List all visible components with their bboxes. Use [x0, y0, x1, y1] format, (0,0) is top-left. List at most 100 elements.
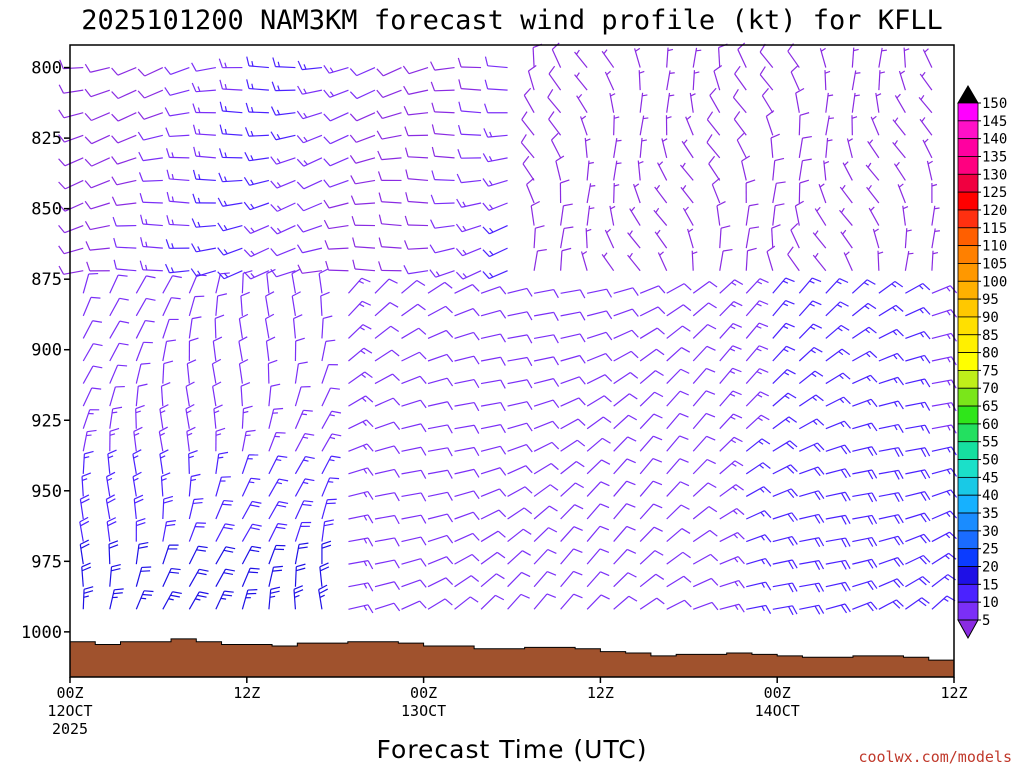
barb-flag	[297, 85, 303, 95]
barb-flag	[814, 515, 821, 524]
barb-staff	[374, 421, 395, 430]
wind-barb	[219, 124, 243, 136]
colorbar-segment	[957, 441, 979, 460]
colorbar-segment	[957, 227, 979, 247]
barb-flag	[473, 469, 480, 478]
colorbar-segment	[957, 423, 979, 443]
barb-flag	[499, 310, 507, 319]
colorbar-segment	[957, 583, 979, 603]
barb-flag	[350, 175, 356, 185]
barb-flag	[551, 42, 560, 50]
colorbar-segment	[957, 601, 979, 621]
barb-flag	[296, 135, 304, 144]
barb-flag	[791, 582, 798, 592]
barb-flag	[393, 469, 400, 478]
barb-staff	[812, 254, 827, 272]
wind-barb	[507, 356, 533, 367]
wind-barb	[348, 277, 371, 294]
barb-staff	[560, 205, 565, 226]
wind-barb	[586, 571, 610, 588]
colorbar-label: 65	[982, 399, 999, 415]
wind-barb	[666, 390, 689, 407]
barb-staff	[692, 529, 711, 543]
barb-staff	[852, 601, 872, 610]
barb-flag	[270, 131, 277, 141]
barb-flag	[867, 515, 874, 525]
wind-barb	[323, 134, 349, 145]
wind-barb	[687, 228, 694, 249]
barb-staff	[348, 277, 363, 294]
barb-flag	[576, 439, 586, 447]
barb-staff	[321, 410, 333, 430]
barb-flag	[365, 395, 374, 403]
wind-barb	[454, 532, 480, 543]
barb-flag	[787, 537, 794, 546]
y-tick-label: 875	[31, 270, 62, 290]
barb-staff	[162, 275, 174, 294]
barb-flag	[521, 111, 528, 120]
barb-staff	[81, 566, 84, 587]
wind-barb	[507, 486, 533, 497]
barb-staff	[215, 523, 226, 542]
wind-barb	[427, 469, 453, 479]
credit-text[interactable]: coolwx.com/models	[858, 748, 1012, 766]
barb-flag	[524, 486, 533, 494]
barb-flag	[471, 554, 480, 562]
barb-flag	[165, 263, 170, 273]
barb-flag	[351, 216, 356, 226]
barb-staff	[195, 178, 216, 182]
wind-barb	[374, 514, 400, 525]
barb-staff	[520, 142, 535, 159]
barb-flag	[705, 390, 716, 395]
colorbar-label: 95	[982, 292, 999, 308]
barb-staff	[629, 208, 641, 226]
barb-staff	[692, 577, 712, 588]
wind-barb	[348, 395, 374, 407]
wind-barb	[374, 325, 400, 339]
barb-staff	[275, 112, 296, 116]
colorbar-segment	[957, 298, 979, 318]
barb-staff	[170, 67, 190, 76]
barb-half-flag	[729, 370, 736, 374]
barb-staff	[772, 582, 793, 588]
barb-staff	[82, 320, 94, 339]
wind-barb	[482, 202, 508, 211]
wind-barb	[454, 468, 480, 478]
barb-staff	[533, 571, 548, 588]
barb-half-flag	[867, 423, 872, 429]
barb-staff	[839, 209, 853, 226]
barb-flag	[377, 150, 383, 160]
barb-staff	[772, 535, 793, 543]
wind-barb	[243, 247, 270, 258]
wind-barb	[270, 247, 296, 257]
barb-half-flag	[854, 94, 860, 97]
wind-barb	[772, 416, 797, 430]
wind-barb	[456, 173, 482, 184]
barb-half-flag	[188, 455, 194, 459]
barb-staff	[195, 89, 216, 93]
barb-half-flag	[197, 86, 201, 92]
barb-staff	[639, 550, 656, 565]
wind-barb	[264, 313, 275, 339]
barb-flag	[304, 478, 315, 482]
wind-barb	[533, 225, 545, 249]
barb-flag	[898, 447, 904, 457]
barb-flag	[243, 405, 253, 410]
barb-staff	[82, 453, 85, 474]
wind-barb	[692, 482, 717, 497]
wind-barb	[745, 486, 772, 497]
barb-half-flag	[616, 162, 622, 165]
barb-flag	[84, 158, 93, 167]
wind-barb	[798, 300, 822, 317]
barb-staff	[633, 183, 641, 204]
wind-barb	[812, 252, 827, 272]
barb-staff	[480, 467, 501, 475]
barb-staff	[533, 250, 539, 271]
barb-staff	[109, 298, 120, 317]
barb-flag	[112, 406, 123, 410]
wind-barb	[745, 179, 756, 204]
wind-barb	[268, 501, 289, 520]
barb-half-flag	[760, 511, 765, 517]
barb-staff	[852, 514, 873, 520]
barb-staff	[798, 347, 815, 362]
